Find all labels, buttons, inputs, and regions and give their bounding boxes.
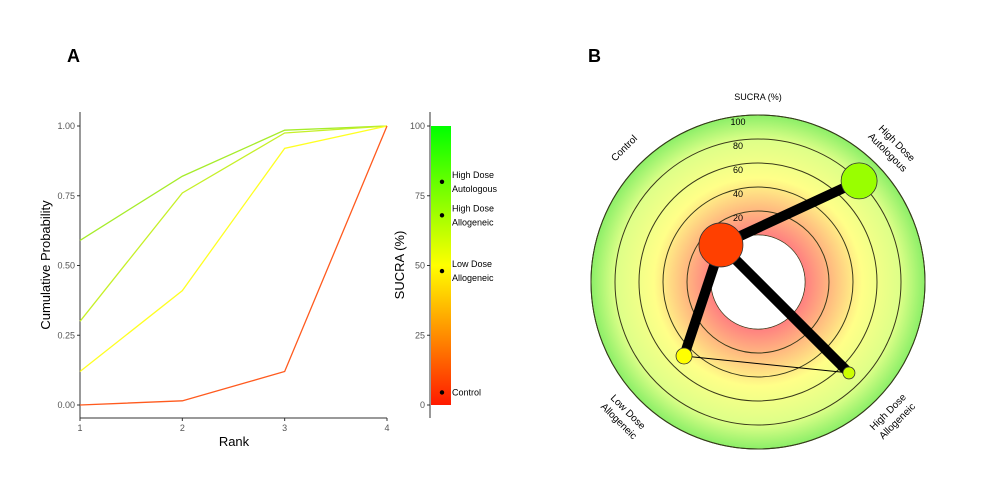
- sucra-ring: [614, 138, 902, 426]
- sucra-radial-network: 020406080100ControlHigh DoseAutologousHi…: [590, 114, 926, 450]
- series-line: [79, 125, 388, 322]
- sucra-point-label: Low Dose: [452, 259, 492, 269]
- panel-label-b: B: [588, 46, 601, 66]
- sucra-ring: [686, 210, 830, 354]
- network-edge: [717, 241, 853, 377]
- colorbar-tick-label: 25: [415, 330, 425, 340]
- treatment-node: [698, 222, 744, 268]
- treatment-label: Control: [609, 133, 640, 164]
- ring-label: 40: [733, 189, 743, 199]
- sucra-point-label: High Dose: [452, 170, 494, 180]
- series-line: [79, 125, 388, 406]
- panel-label-a: A: [67, 46, 80, 66]
- colorbar-label: SUCRA (%): [392, 231, 407, 300]
- ring-label: 80: [733, 141, 743, 151]
- ring-label: 60: [733, 165, 743, 175]
- x-tick-label: 3: [282, 423, 287, 433]
- sucra-ring: [662, 186, 854, 378]
- x-tick-label: 2: [180, 423, 185, 433]
- y-tick-label: 0.50: [57, 261, 75, 271]
- treatment-node: [675, 347, 693, 365]
- ring-label: 100: [730, 117, 745, 127]
- colorbar-tick-label: 100: [410, 121, 425, 131]
- colorbar-tick-label: 50: [415, 261, 425, 271]
- sucra-point-label: Autologous: [452, 184, 498, 194]
- ring-label: 20: [733, 213, 743, 223]
- sucra-ring: [590, 114, 926, 450]
- x-tick-label: 4: [384, 423, 389, 433]
- x-tick-label: 1: [77, 423, 82, 433]
- y-axis-label: Cumulative Probability: [38, 200, 53, 330]
- y-tick-label: 0.75: [57, 191, 75, 201]
- sucra-point: [439, 179, 445, 184]
- network-edge: [718, 176, 862, 250]
- sucra-point: [439, 213, 445, 218]
- sucra-point: [439, 390, 445, 395]
- network-edge: [683, 355, 849, 374]
- sucra-point: [439, 268, 445, 274]
- colorbar-tick-label: 75: [415, 191, 425, 201]
- colorbar-tick-label: 0: [420, 400, 425, 410]
- sucra-point-label: Control: [452, 387, 481, 397]
- radial-title: SUCRA (%): [734, 92, 782, 102]
- y-tick-label: 0.00: [57, 400, 75, 410]
- series-line: [79, 125, 388, 373]
- y-tick-label: 1.00: [57, 121, 75, 131]
- cumulative-ranking-plot: 0.00 0.25 0.50 0.75 1.00 1 2 3 4 0 25 50 75 100 High D…: [57, 112, 498, 433]
- treatment-node: [842, 366, 856, 380]
- sucra-ring: [638, 162, 878, 402]
- colorbar: [431, 126, 451, 405]
- treatment-node: [840, 162, 878, 200]
- sucra-point-label: Allogeneic: [452, 273, 494, 283]
- sucra-point-label: High Dose: [452, 203, 494, 213]
- treatment-label-line: Control: [609, 133, 640, 164]
- x-axis-label: Rank: [219, 434, 250, 449]
- y-tick-label: 0.25: [57, 330, 75, 340]
- sucra-point-label: Allogeneic: [452, 217, 494, 227]
- series-line: [79, 125, 388, 241]
